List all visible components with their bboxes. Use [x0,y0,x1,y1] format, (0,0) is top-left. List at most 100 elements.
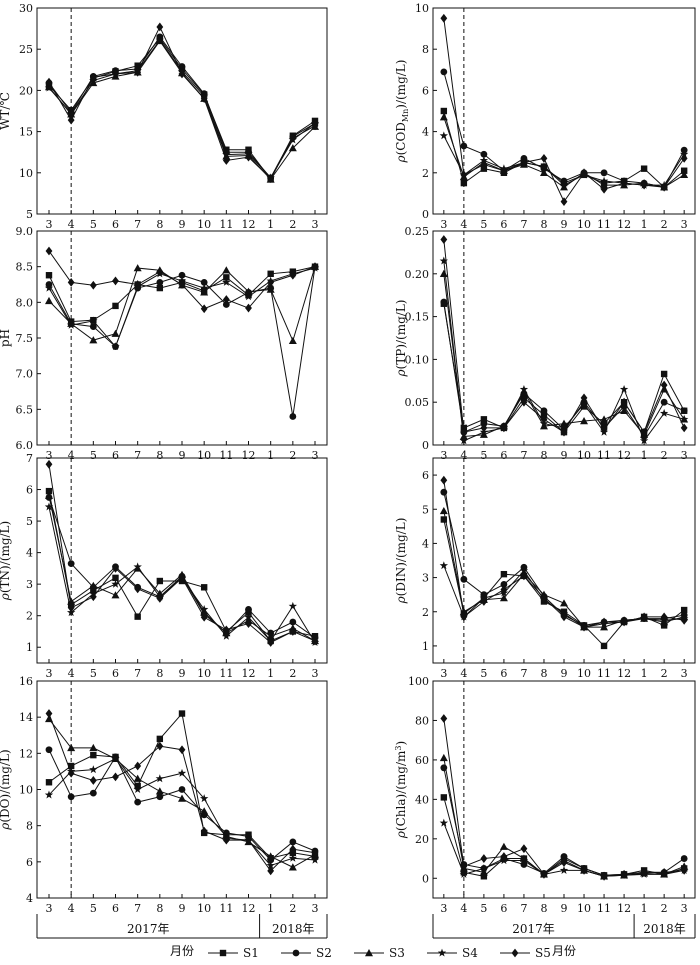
data-point-S4 [519,856,529,865]
data-point-S4 [288,601,298,610]
data-point-S5 [540,414,548,424]
data-point-S1 [90,751,97,759]
data-point-S4 [439,818,449,827]
x-tick-label: 12 [242,218,256,231]
y-tick-label: 5 [422,503,429,516]
y-tick-label: 4 [26,547,33,560]
series-line-S5 [48,464,316,644]
x-tick-label: 7 [134,218,141,231]
x-tick-label: 7 [520,667,527,680]
data-point-S4 [199,283,209,292]
y-axis-title: pH [0,329,12,347]
series-line-S3 [48,40,316,181]
y-tick-label: 0 [422,208,429,221]
y-tick-label: 2 [422,606,429,619]
data-point-S5 [560,197,568,207]
x-tick-label: 2 [661,449,668,462]
y-tick-label: 5 [26,208,33,221]
y-tick-label: 2 [422,167,429,180]
y-tick-label: 0.10 [405,353,430,366]
x-tick-label: 6 [500,667,507,680]
x-tick-label: 5 [90,218,97,231]
data-point-S1 [660,370,668,378]
data-point-S1 [580,403,588,410]
x-tick-label: 4 [460,902,467,915]
x-tick-label: 6 [112,218,119,231]
data-point-S4 [177,768,187,777]
x-tick-label: 8 [156,218,163,231]
x-tick-label: 2 [289,449,296,462]
x-axis-title: 月份 [170,944,194,958]
x-tick-label: 7 [134,667,141,680]
x-tick-label: 3 [45,218,52,231]
data-point-S5 [267,277,275,287]
data-point-S3 [560,599,568,607]
data-point-S3 [600,415,609,423]
data-point-S5 [245,835,252,845]
series-line-S1 [48,712,316,859]
data-point-S5 [460,612,468,622]
plot-frame [36,457,328,664]
data-point-S5 [156,741,164,751]
data-point-S3 [479,868,488,876]
y-tick-label: 3 [422,572,429,585]
x-tick-label: 4 [68,902,75,915]
y-tick-label: 8.5 [16,261,34,274]
data-point-S5 [289,844,297,854]
data-point-S5 [640,867,648,877]
data-point-S3 [620,406,629,414]
legend-marker-S4 [437,948,447,957]
y-tick-label: 0.05 [405,396,430,409]
data-point-S5 [500,166,508,176]
data-point-S3 [133,774,142,782]
data-point-S3 [44,296,53,305]
series-line-S2 [48,35,316,179]
legend-label-S2: S2 [316,946,332,960]
x-tick-label: 10 [577,449,591,462]
x-tick-label: 8 [156,902,163,915]
data-point-S5 [520,571,528,581]
series-line-S3 [443,273,685,437]
data-point-S2 [45,746,53,754]
x-tick-label: 4 [460,667,467,680]
x-tick-label: 1 [267,902,274,915]
data-point-S5 [500,852,508,861]
x-tick-label: 2 [289,218,296,231]
data-point-S5 [460,427,468,437]
x-tick-label: 6 [500,449,507,462]
y-tick-label: 6 [26,484,33,497]
data-point-S4 [288,853,298,862]
y-tick-label: 0 [422,872,429,885]
data-point-S4 [222,150,231,159]
series-line-S4 [443,260,685,442]
data-point-S5 [112,276,119,286]
y-tick-label: 8.0 [16,296,34,309]
data-point-S5 [267,866,275,876]
x-tick-label: 9 [179,449,186,462]
x-tick-label: 10 [197,667,211,680]
series-line-S1 [48,491,316,642]
data-point-S1 [480,416,488,423]
data-point-S4 [439,256,449,265]
data-point-S2 [178,786,186,793]
data-point-S4 [559,423,569,432]
x-tick-label: 12 [617,667,631,680]
data-point-S4 [222,277,231,286]
data-point-S5 [520,844,528,854]
data-point-S3 [600,181,609,189]
data-point-S5 [660,612,668,622]
x-tick-label: 2 [661,902,668,915]
data-point-S5 [620,178,628,188]
data-point-S5 [311,848,319,858]
y-tick-label: 25 [19,43,33,56]
x-tick-label: 12 [617,902,631,915]
x-tick-label: 4 [68,218,75,231]
x-tick-label: 3 [440,902,447,915]
data-point-S5 [680,423,688,433]
x-tick-label: 8 [540,902,547,915]
x-tick-label: 1 [267,218,274,231]
data-point-S3 [200,288,209,296]
x-tick-label: 5 [90,449,97,462]
